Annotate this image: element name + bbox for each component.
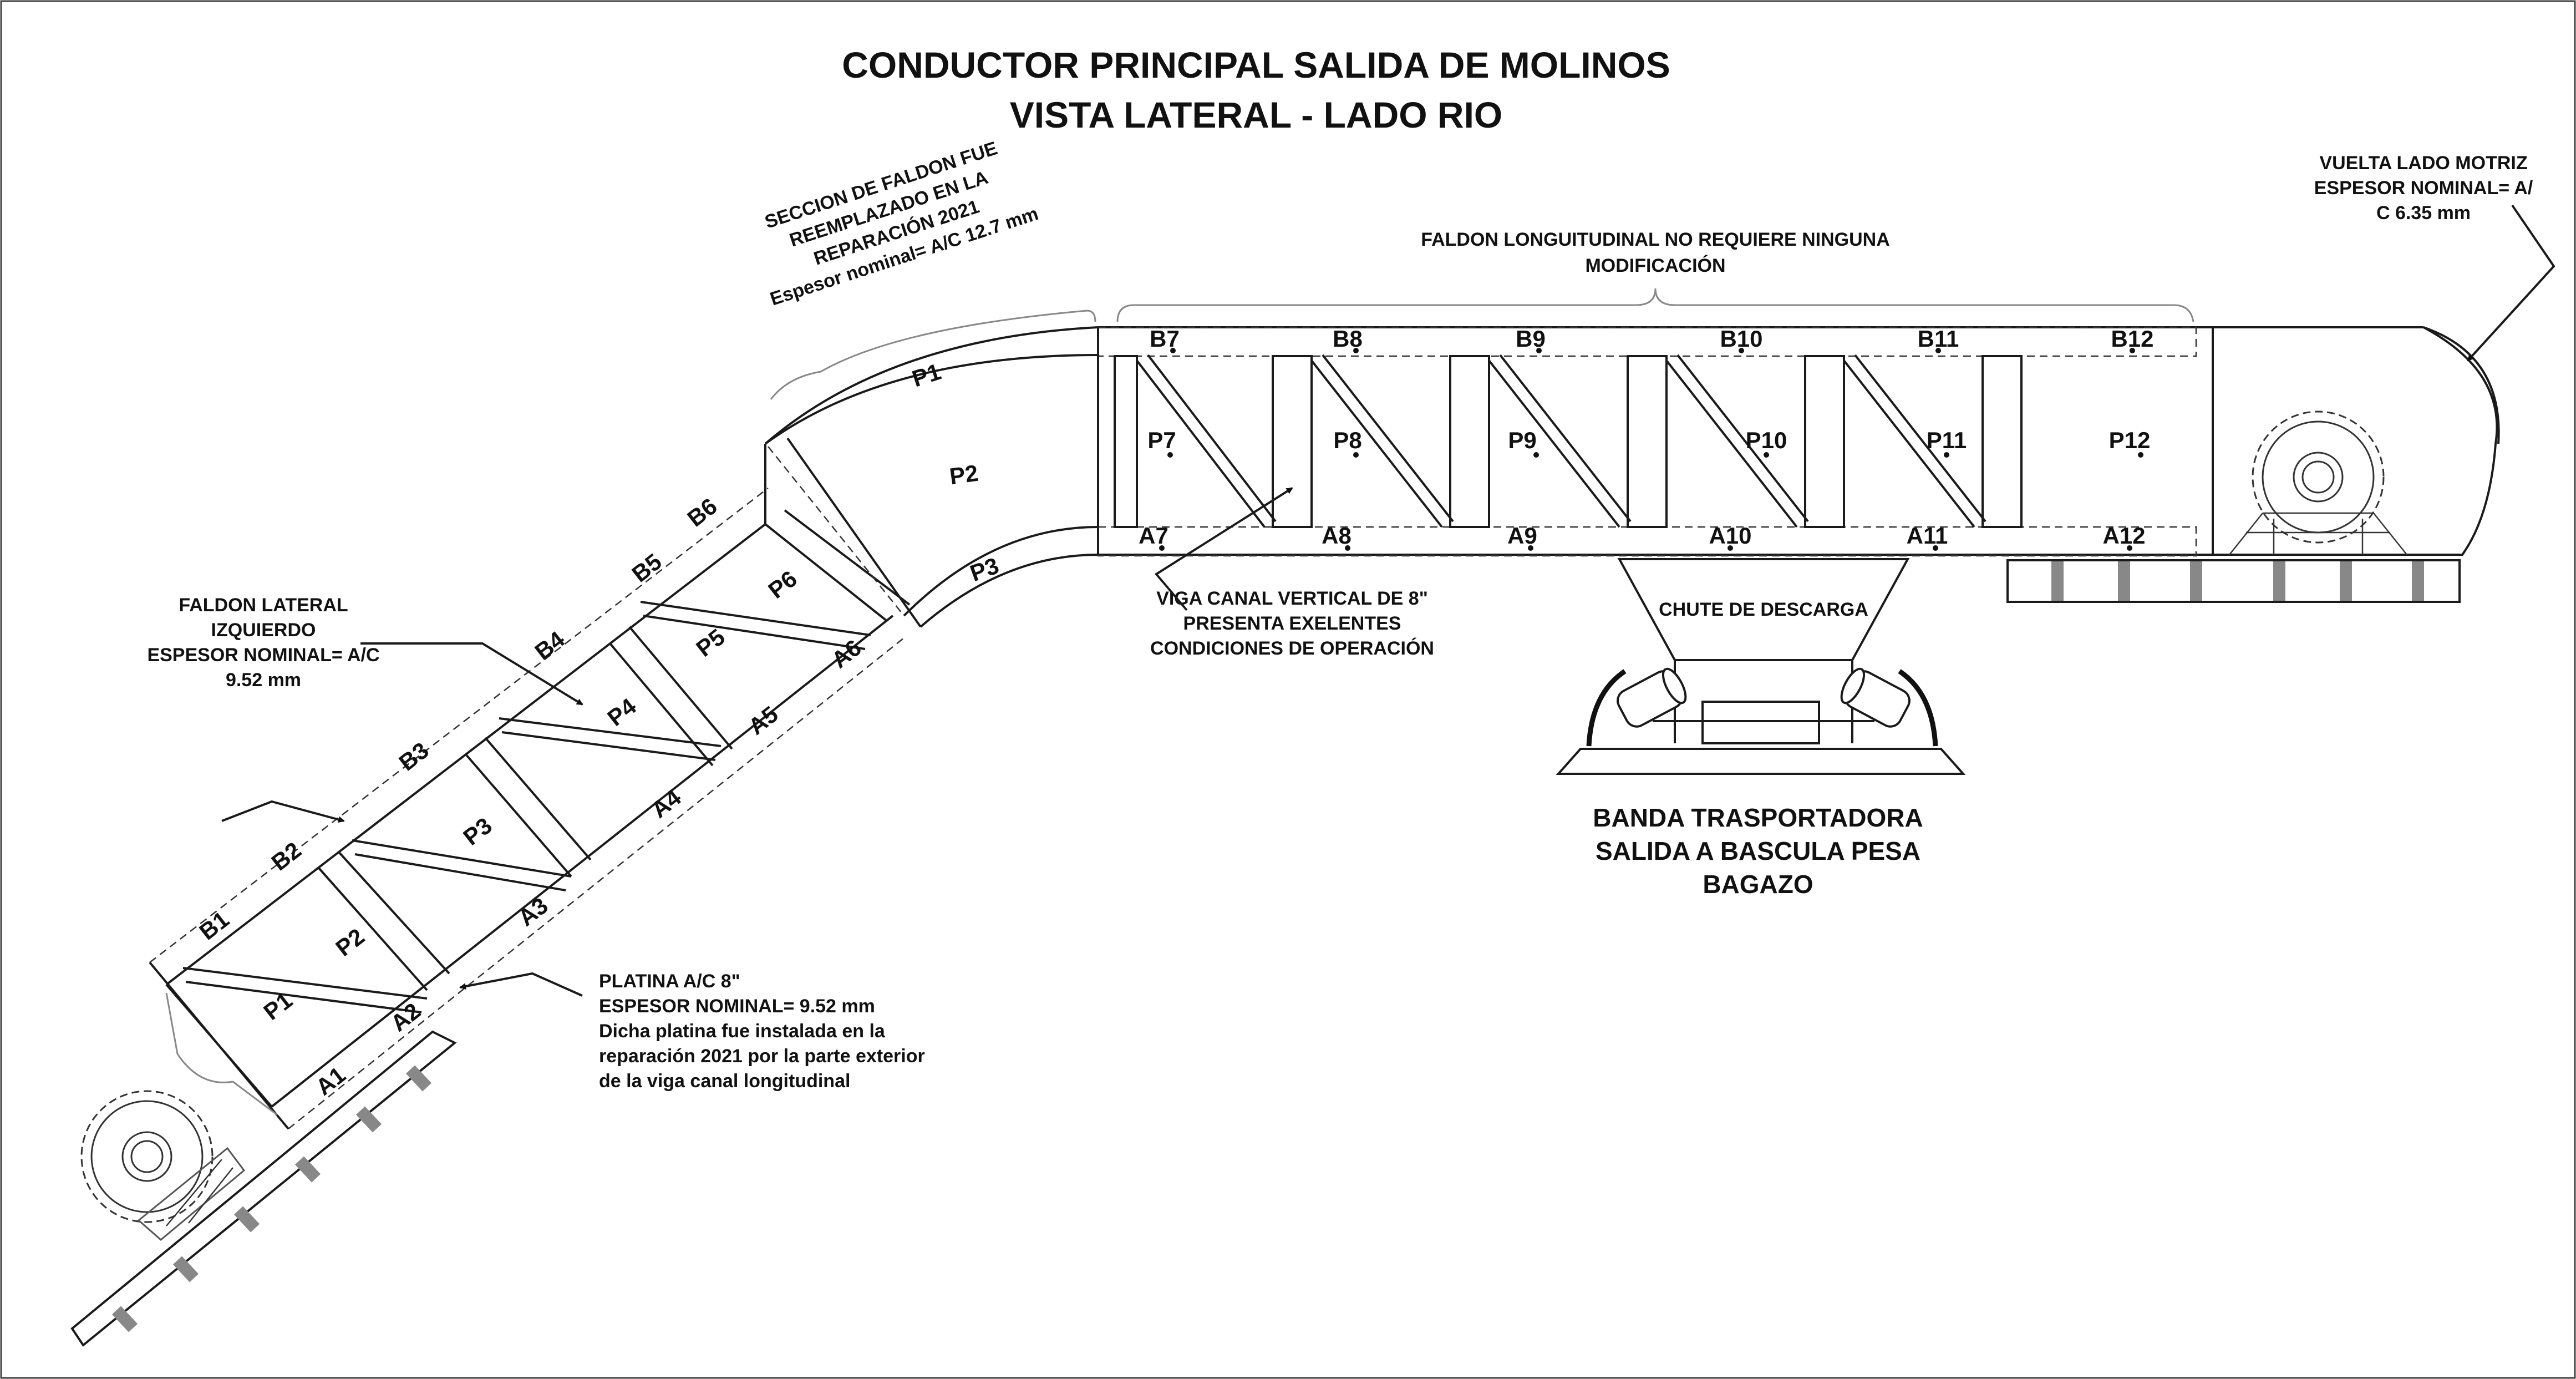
tail-support-frame	[137, 1147, 246, 1241]
label-a7: A7	[1139, 523, 1168, 549]
label-a3: A3	[513, 893, 552, 931]
head-base-track	[2006, 559, 2461, 603]
tail-sprocket-icon	[80, 1090, 214, 1223]
label-a10: A10	[1709, 523, 1751, 549]
note-seccion-faldon: SECCION DE FALDON FUE REEMPLAZADO EN LA …	[763, 138, 1041, 310]
label-b1: B1	[194, 906, 233, 945]
horizontal-beams	[1114, 355, 2023, 528]
banda-label: BANDA TRASPORTADORA SALIDA A BASCULA PES…	[1593, 803, 1923, 899]
horizontal-section	[1097, 288, 2500, 603]
label-p9: P9	[1508, 427, 1536, 453]
note-platina: PLATINA A/C 8" ESPESOR NOMINAL= 9.52 mm …	[459, 971, 925, 1092]
note-lateral-line-2: IZQUIERDO	[211, 620, 316, 641]
label-b4: B4	[530, 626, 570, 665]
banda-line-3: BAGAZO	[1703, 870, 1813, 899]
incline-track-rollers	[111, 1065, 432, 1332]
horizontal-top-labels: B7 B8 B9 B10 B11 B12	[1150, 326, 2153, 352]
label-a12: A12	[2102, 523, 2145, 549]
curve-section	[764, 310, 1099, 628]
label-p10: P10	[1746, 427, 1787, 453]
horizontal-bottom-labels: A7 A8 A9 A10 A11 A12	[1139, 523, 2145, 549]
incline-section	[70, 488, 911, 1347]
note-platina-line-1: PLATINA A/C 8"	[599, 971, 740, 992]
note-vuelta-line-3: C 6.35 mm	[2376, 202, 2471, 224]
title-line-2: VISTA LATERAL - LADO RIO	[1010, 94, 1503, 135]
label-p11: P11	[1927, 427, 1967, 453]
label-p4: P4	[602, 693, 641, 731]
note-viga-line-2: PRESENTA EXELENTES	[1183, 613, 1401, 634]
label-b3: B3	[394, 737, 433, 776]
label-p2: P2	[331, 923, 369, 961]
label-a1: A1	[311, 1062, 350, 1101]
label-b10: B10	[1720, 326, 1762, 352]
note-vuelta-motriz: VUELTA LADO MOTRIZ ESPESOR NOMINAL= A/ C…	[2314, 153, 2555, 362]
chute-label: CHUTE DE DESCARGA	[1659, 599, 1868, 620]
label-a2: A2	[385, 998, 425, 1037]
incline-panel-labels: P1 P2 P3 P4 P5 P6	[258, 565, 801, 1025]
horizontal-panel-labels: P7 P8 P9 P10 P11 P12	[1147, 427, 2150, 453]
label-p6: P6	[763, 565, 801, 604]
label-p7: P7	[1147, 427, 1176, 453]
belt-conveyor-icon	[1556, 667, 1966, 775]
label-curve-p1: P1	[909, 358, 944, 392]
note-longitudinal-line-2: MODIFICACIÓN	[1585, 255, 1725, 276]
note-lateral-line-4: 9.52 mm	[226, 670, 301, 691]
horizontal-braces	[1136, 354, 1986, 528]
incline-ribs	[318, 509, 911, 991]
label-p8: P8	[1333, 427, 1361, 453]
label-p12: P12	[2109, 427, 2151, 453]
note-platina-line-5: de la viga canal longitudinal	[599, 1071, 850, 1092]
note-platina-line-3: Dicha platina fue instalada en la	[599, 1021, 886, 1042]
note-lateral-line-1: FALDON LATERAL	[179, 595, 348, 616]
note-lateral-line-3: ESPESOR NOMINAL= A/C	[147, 645, 379, 666]
label-curve-p3: P3	[967, 552, 1002, 587]
title-line-1: CONDUCTOR PRINCIPAL SALIDA DE MOLINOS	[842, 44, 1670, 85]
note-viga-line-3: CONDICIONES DE OPERACIÓN	[1150, 638, 1434, 659]
label-a8: A8	[1322, 523, 1351, 549]
banda-line-2: SALIDA A BASCULA PESA	[1596, 836, 1920, 865]
label-b2: B2	[266, 837, 306, 876]
label-a11: A11	[1907, 523, 1948, 549]
incline-braces	[182, 601, 871, 1013]
note-faldon-longitudinal: FALDON LONGUITUDINAL NO REQUIERE NINGUNA…	[1421, 229, 1890, 276]
label-p5: P5	[691, 623, 729, 662]
note-vuelta-line-2: ESPESOR NOMINAL= A/	[2314, 178, 2533, 199]
note-platina-line-4: reparación 2021 por la parte exterior	[599, 1046, 925, 1067]
incline-track	[70, 1030, 457, 1347]
note-viga-canal: VIGA CANAL VERTICAL DE 8" PRESENTA EXELE…	[1150, 487, 1434, 659]
label-b12: B12	[2111, 326, 2153, 352]
label-b6: B6	[682, 493, 722, 532]
note-platina-line-2: ESPESOR NOMINAL= 9.52 mm	[599, 996, 875, 1017]
horizontal-dots	[1159, 348, 2143, 551]
label-curve-p2: P2	[948, 460, 979, 490]
note-vuelta-line-1: VUELTA LADO MOTRIZ	[2319, 153, 2527, 174]
incline-top-labels: B1 B2 B3 B4 B5 B6	[194, 493, 722, 945]
label-a6: A6	[826, 635, 866, 673]
head-support-frame	[2229, 512, 2407, 555]
banda-line-1: BANDA TRASPORTADORA	[1593, 803, 1923, 832]
note-longitudinal-line-1: FALDON LONGUITUDINAL NO REQUIERE NINGUNA	[1421, 229, 1890, 250]
label-b11: B11	[1918, 326, 1959, 352]
discharge-chute: CHUTE DE DESCARGA	[1617, 558, 1910, 743]
label-b9: B9	[1516, 326, 1546, 352]
note-viga-line-1: VIGA CANAL VERTICAL DE 8"	[1156, 588, 1428, 609]
head-sprocket-icon	[2252, 410, 2385, 544]
label-b7: B7	[1150, 326, 1180, 352]
label-b8: B8	[1333, 326, 1363, 352]
note-faldon-lateral: FALDON LATERAL IZQUIERDO ESPESOR NOMINAL…	[147, 595, 583, 823]
label-a9: A9	[1507, 523, 1537, 549]
label-b5: B5	[627, 549, 666, 587]
label-p3: P3	[458, 812, 496, 850]
